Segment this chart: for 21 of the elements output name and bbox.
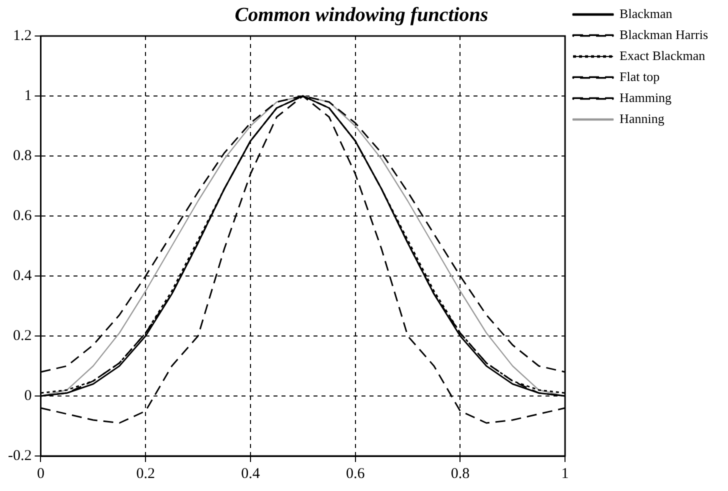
x-tick-label: 0.4 xyxy=(241,466,260,482)
legend-label: Flat top xyxy=(620,68,660,84)
x-tick-label: 1 xyxy=(561,466,569,482)
y-tick-label: -0.2 xyxy=(8,448,32,464)
y-tick-label: 0.8 xyxy=(12,148,32,164)
y-tick-label: 0 xyxy=(24,388,32,404)
legend-label: Hanning xyxy=(620,110,665,126)
legend-label: Hamming xyxy=(620,90,672,105)
y-tick-label: 0.2 xyxy=(12,328,32,344)
y-tick-label: 1.2 xyxy=(12,28,32,44)
x-tick-label: 0.6 xyxy=(346,466,366,482)
legend-label: Blackman xyxy=(620,6,673,21)
y-tick-label: 0.6 xyxy=(12,208,32,224)
y-tick-label: 0.4 xyxy=(12,268,32,284)
legend-label: Blackman Harris xyxy=(620,26,708,42)
chart-title: Common windowing functions xyxy=(234,4,488,26)
x-tick-label: 0.8 xyxy=(450,466,470,482)
legend-label: Exact Blackman xyxy=(620,48,706,63)
x-tick-label: 0 xyxy=(36,466,44,482)
y-tick-label: 1 xyxy=(24,88,32,104)
x-tick-label: 0.2 xyxy=(136,466,155,482)
